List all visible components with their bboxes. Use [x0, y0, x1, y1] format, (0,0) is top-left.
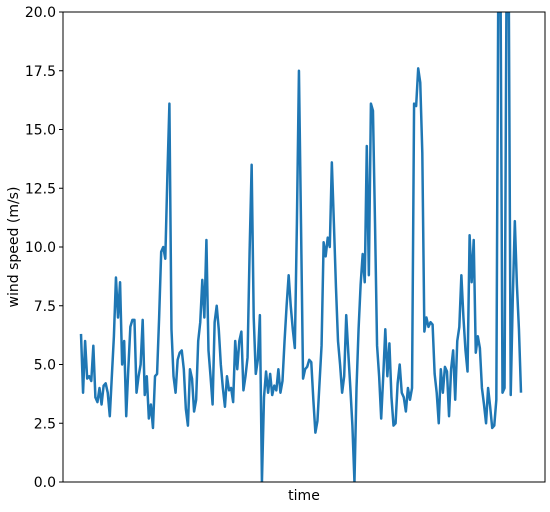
y-tick-label: 7.5 [34, 299, 56, 315]
y-tick-label: 10.0 [25, 240, 56, 256]
plot-area [79, 12, 523, 482]
y-tick-label: 5.0 [34, 358, 56, 374]
y-tick-label: 0.0 [34, 475, 56, 491]
y-tick-label: 2.5 [34, 416, 56, 432]
y-tick-label: 17.5 [25, 64, 56, 80]
y-tick-label: 12.5 [25, 181, 56, 197]
y-axis-label: wind speed (m/s) [6, 187, 22, 308]
y-tick-label: 15.0 [25, 123, 56, 139]
x-axis-label: time [288, 488, 320, 504]
data-line [79, 12, 523, 482]
y-tick-label: 20.0 [25, 5, 56, 21]
